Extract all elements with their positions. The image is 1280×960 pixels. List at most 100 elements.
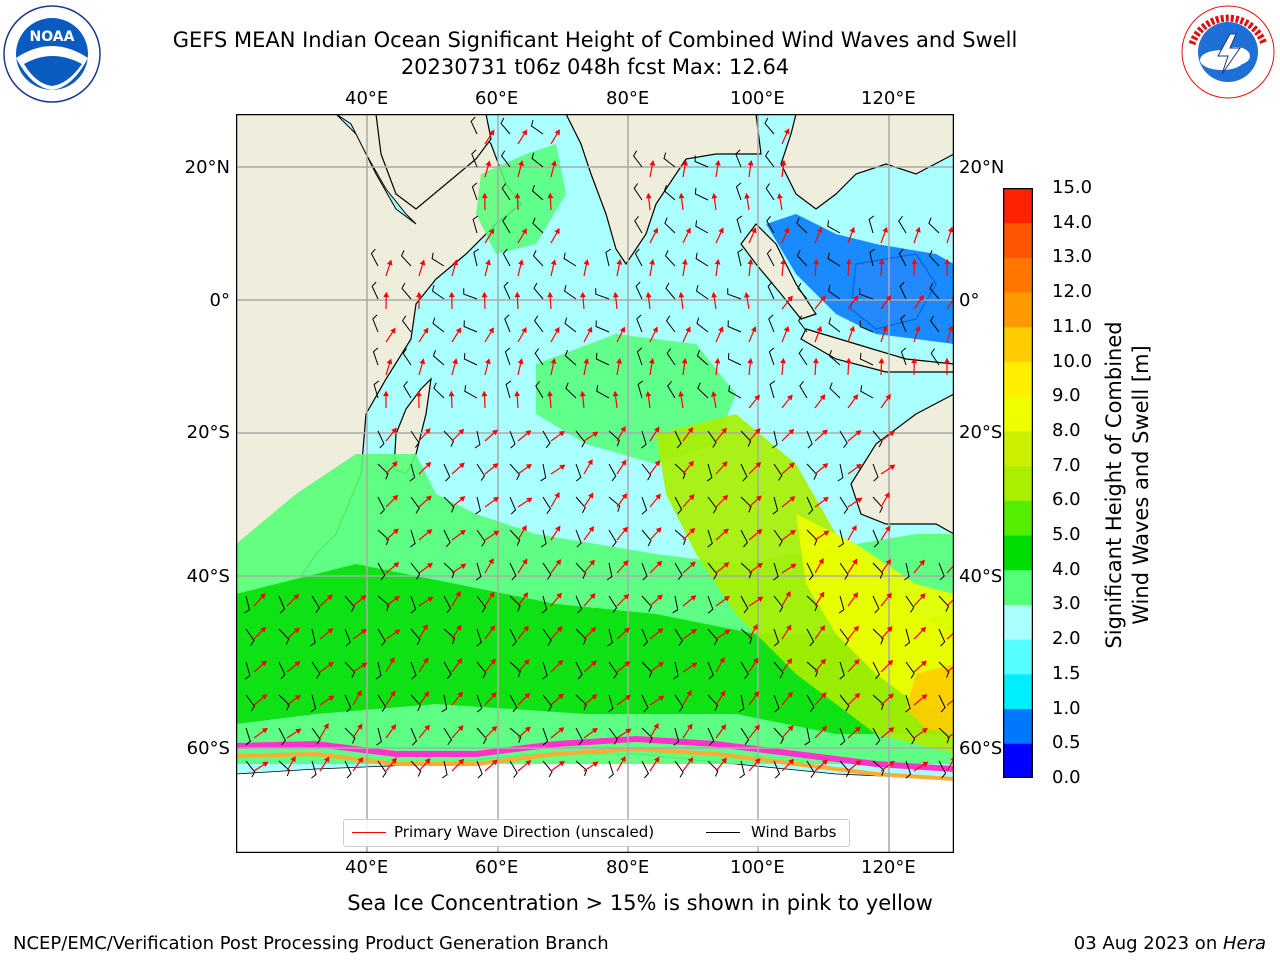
- wind-barb: [503, 281, 511, 300]
- wave-arrow-head: [587, 459, 593, 466]
- wind-barb: [806, 430, 813, 449]
- wave-arrow-head: [845, 357, 852, 364]
- wave-arrow-head: [654, 756, 660, 763]
- wind-barb: [605, 248, 612, 267]
- wave-arrow-head: [687, 427, 694, 434]
- wave-arrow-head: [481, 291, 488, 298]
- wave-arrow-head: [818, 558, 824, 565]
- wind-barb: [476, 661, 487, 679]
- wind-barb: [674, 463, 686, 480]
- wind-barb: [740, 727, 750, 745]
- wave-arrow-head: [915, 226, 921, 233]
- wave-arrow-head: [558, 430, 565, 437]
- wind-barb: [929, 282, 940, 300]
- wave-arrow-head: [488, 228, 495, 235]
- wave-arrow-head: [493, 530, 500, 536]
- wave-direction-arrow: [946, 297, 954, 310]
- noaa-logo-icon: NOAA: [3, 5, 101, 103]
- wave-arrow-head: [645, 390, 652, 397]
- wave-arrow-head: [452, 259, 459, 266]
- wind-barb: [839, 661, 845, 680]
- wave-arrow-head: [485, 358, 491, 365]
- wave-band-bright-green: [236, 564, 954, 734]
- wind-barb: [798, 348, 808, 366]
- wind-barb: [565, 382, 577, 399]
- wind-barb: [542, 628, 552, 646]
- wind-barb: [608, 529, 617, 548]
- wave-arrow-head: [653, 723, 659, 730]
- wind-barb: [245, 727, 251, 746]
- wind-barb: [740, 529, 749, 548]
- lon-tick-label: 60°E: [475, 857, 519, 878]
- wind-barb: [773, 562, 779, 581]
- wave-arrow-head: [589, 559, 595, 566]
- wind-barb: [872, 694, 884, 711]
- wave-arrow-head: [488, 327, 494, 334]
- wave-arrow-head: [855, 430, 862, 436]
- wave-arrow-head: [588, 526, 595, 533]
- wave-arrow-head: [889, 464, 896, 470]
- wind-barb: [641, 628, 649, 647]
- wind-barb: [433, 382, 445, 399]
- wind-barb: [608, 463, 617, 482]
- wind-barb: [432, 317, 445, 333]
- wind-barb: [509, 595, 521, 612]
- wind-barb: [898, 215, 907, 234]
- nws-logo-icon: [1181, 5, 1275, 99]
- wind-barb: [401, 315, 412, 333]
- colorbar-cell: [1003, 257, 1033, 293]
- wave-arrow-head: [885, 559, 892, 566]
- wave-arrow-head: [884, 492, 890, 499]
- wind-barb: [637, 380, 644, 399]
- wind-barb: [707, 595, 714, 614]
- footer-date-text: 03 Aug 2023 on: [1073, 933, 1223, 954]
- wind-barb: [641, 430, 647, 449]
- wave-arrow-head: [888, 727, 895, 733]
- wind-barb: [672, 595, 679, 614]
- wind-barb: [674, 760, 684, 778]
- colorbar-title-line2: Wind Waves and Swell [m]: [1129, 345, 1153, 625]
- wave-arrow-head: [622, 526, 628, 533]
- wind-barb: [509, 463, 520, 481]
- wave-arrow-head: [886, 626, 893, 633]
- wind-barb: [403, 380, 412, 399]
- wave-arrow-head: [383, 291, 390, 298]
- colorbar-tick-label: 0.0: [1052, 767, 1081, 788]
- wave-arrow-head: [391, 757, 397, 764]
- wave-arrow-head: [386, 358, 393, 365]
- wind-barb: [531, 185, 544, 201]
- wave-arrow-head: [944, 258, 951, 265]
- lat-tick-label: 20°S: [959, 422, 1003, 443]
- wave-arrow-head: [456, 658, 463, 665]
- wave-arrow-head: [888, 430, 895, 437]
- lat-tick-label: 60°S: [959, 738, 1003, 759]
- wave-arrow-head: [678, 192, 685, 199]
- wind-barb: [470, 116, 478, 135]
- wave-arrow-head: [491, 725, 498, 732]
- wind-barb: [245, 628, 255, 646]
- wave-arrow-head: [757, 596, 764, 602]
- wind-barb-legend-line: [706, 832, 740, 833]
- wave-arrow-head: [689, 527, 696, 534]
- colorbar-tick-label: 8.0: [1052, 419, 1081, 441]
- wind-barb: [501, 183, 511, 201]
- wave-arrow-head: [855, 463, 862, 470]
- wave-arrow-head: [556, 592, 562, 599]
- wind-barb: [463, 352, 478, 366]
- wind-barb: [344, 661, 356, 678]
- wind-barb: [740, 463, 748, 482]
- wind-barb: [928, 250, 940, 267]
- wind-barb: [475, 562, 482, 581]
- wind-barb: [463, 288, 478, 300]
- wind-barb: [377, 694, 387, 712]
- wave-arrow-head: [525, 430, 532, 436]
- wind-barb: [773, 529, 783, 547]
- wind-barb: [575, 595, 583, 614]
- wave-arrow-head: [455, 327, 462, 334]
- wave-arrow-head: [789, 529, 796, 536]
- wave-arrow-head: [722, 528, 729, 535]
- wind-barb: [837, 463, 844, 482]
- wave-arrow-head: [386, 259, 393, 266]
- wave-arrow-head: [559, 464, 566, 470]
- wind-barb: [532, 217, 544, 234]
